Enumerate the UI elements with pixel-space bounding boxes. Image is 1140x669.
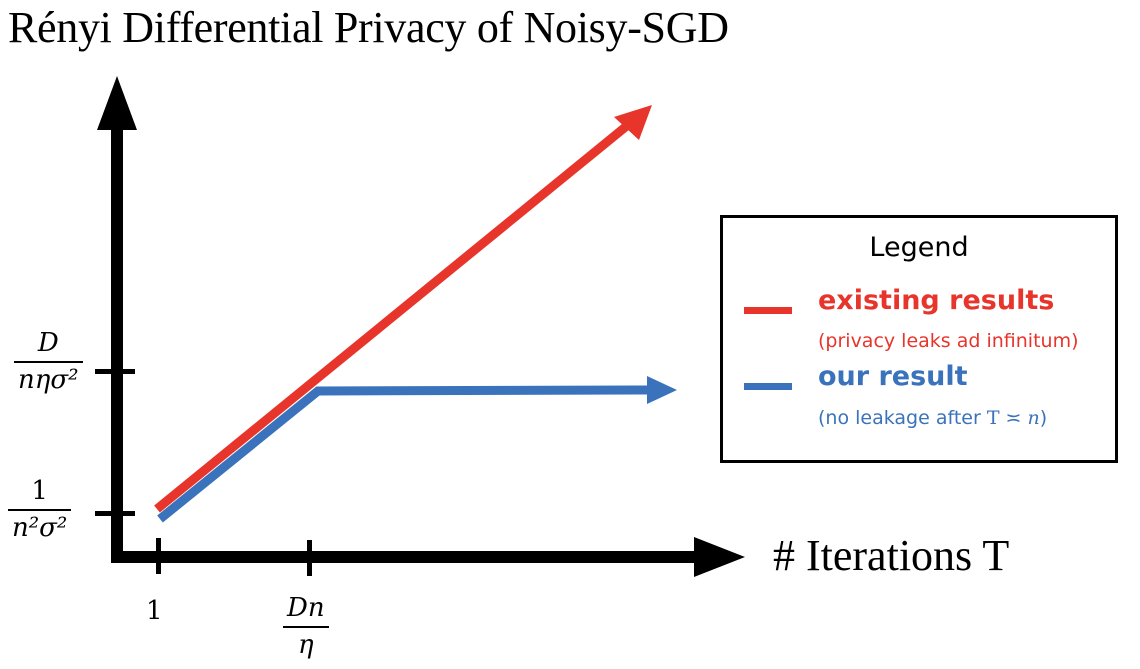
legend-swatch-ours	[744, 383, 792, 390]
note-close-paren: )	[1039, 407, 1048, 429]
legend-swatch-existing	[744, 307, 792, 314]
y-tick-upper-denominator: nησ²	[18, 364, 79, 395]
fraction-bar	[14, 360, 83, 363]
note-math-asymp: ≍	[999, 407, 1028, 429]
legend-note-existing: (privacy leaks ad infinitum)	[818, 330, 1079, 352]
y-tick-label-upper: D nησ²	[14, 329, 83, 394]
legend-label-ours: our result	[818, 361, 968, 392]
chart-title: Rényi Differential Privacy of Noisy-SGD	[8, 3, 729, 52]
series-our-result	[157, 376, 677, 523]
y-axis	[97, 76, 137, 563]
fraction-bar	[283, 625, 329, 628]
x-axis-label: # Iterations T	[773, 531, 1010, 580]
y-tick-upper	[95, 369, 135, 374]
x-tick-denominator: η	[298, 629, 314, 660]
x-tick-1	[156, 538, 161, 574]
y-tick-label-lower: 1 n²σ²	[8, 476, 72, 543]
x-tick-label-1: 1	[146, 596, 163, 626]
x-tick-label-dn-eta: Dn η	[283, 594, 329, 659]
x-axis-arrow-icon	[694, 537, 745, 577]
note-text: (no leakage after	[818, 407, 987, 429]
blue-arrow-icon	[647, 376, 677, 404]
x-axis	[111, 537, 745, 577]
note-math-n: n	[1027, 407, 1040, 429]
legend-label-existing: existing results	[818, 285, 1055, 316]
y-axis-arrow-icon	[97, 76, 137, 130]
y-tick-upper-numerator: D	[37, 328, 59, 358]
legend: Legend existing results (privacy leaks a…	[720, 215, 1118, 463]
legend-note-ours: (no leakage after T ≍ n)	[818, 407, 1047, 429]
note-math-T: T	[986, 407, 1000, 429]
y-tick-lower-numerator: 1	[31, 476, 48, 506]
y-tick-lower-denominator: n²σ²	[12, 512, 68, 543]
series-existing-results	[154, 105, 652, 513]
fraction-bar	[8, 508, 72, 511]
legend-title: Legend	[869, 232, 969, 263]
x-tick-dn-eta	[307, 540, 312, 576]
x-tick-numerator: Dn	[287, 593, 325, 623]
red-arrow-icon	[614, 105, 652, 140]
y-tick-lower	[95, 511, 135, 516]
